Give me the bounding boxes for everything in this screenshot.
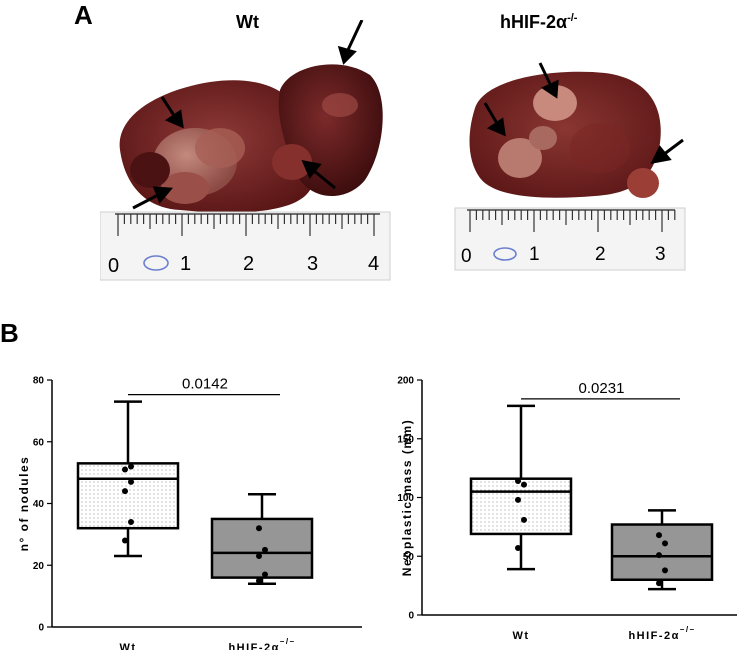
- ruler-wt-digit-1: 1: [180, 253, 191, 275]
- box-iqr: [469, 477, 573, 536]
- liver-ko: [469, 71, 661, 198]
- box-0: [469, 404, 573, 571]
- data-point: [521, 481, 527, 488]
- x-tick-label: Wt: [512, 630, 529, 642]
- box-1: [610, 509, 714, 591]
- data-point: [515, 545, 521, 552]
- data-point: [122, 466, 128, 473]
- y-tick-label: 0: [408, 611, 414, 622]
- data-point: [262, 571, 268, 578]
- y-tick-label: 60: [33, 437, 45, 448]
- y-axis-label: n° of nodules: [17, 456, 31, 552]
- data-point: [262, 546, 268, 553]
- ruler-ko-digit-0: 0: [461, 246, 472, 267]
- chart-neoplastic-mass: 0 50 100 150 200 Neoplastic mass (mm) Wt hHIF-2…: [397, 376, 737, 642]
- x-tick-label-sup: –/–: [680, 625, 696, 634]
- data-point: [521, 516, 527, 523]
- y-tick-label: 50: [403, 552, 415, 563]
- data-point: [128, 463, 134, 470]
- liver-photo-wt: 0 1 2 3 4: [100, 20, 391, 281]
- photo-label-ko-text: hHIF-2α: [500, 12, 568, 32]
- liver-photo-ko: 0 1 2 3: [454, 62, 686, 271]
- x-tick-label: hHIF-2α–/–: [628, 625, 695, 642]
- photo-label-ko-sup: -/-: [567, 12, 578, 24]
- data-point: [662, 540, 668, 547]
- y-axis-label: Neoplastic mass (mm): [400, 419, 414, 576]
- ruler-wt-digit-0: 0: [108, 255, 119, 277]
- y-tick-label: 100: [397, 493, 414, 504]
- y-tick-label: 0: [38, 623, 44, 634]
- data-point: [122, 537, 128, 544]
- box-0: [76, 400, 180, 558]
- box-iqr: [76, 462, 180, 530]
- ruler-ko-digit-2: 2: [595, 244, 606, 265]
- data-point: [656, 552, 662, 559]
- chart-nodules: 0 20 40 60 80 n° of nodules Wt hHIF-2α–/– 0.0142: [17, 376, 362, 650]
- data-point: [656, 580, 662, 587]
- y-tick-label: 20: [33, 561, 45, 572]
- data-point: [256, 577, 262, 584]
- arrows-ko: [483, 62, 684, 165]
- panel-a-letter: A: [74, 0, 93, 30]
- data-point: [128, 519, 134, 526]
- ruler-wt-digit-4: 4: [368, 253, 379, 275]
- y-tick-label: 150: [397, 434, 414, 445]
- p-value-label: 0.0142: [182, 376, 228, 393]
- x-tick-label: Wt: [119, 642, 136, 650]
- ruler-wt-digit-2: 2: [243, 253, 254, 275]
- ruler-wt-digit-3: 3: [307, 253, 318, 275]
- box-iqr: [610, 523, 714, 581]
- data-point: [515, 496, 521, 503]
- photo-label-wt: Wt: [236, 12, 259, 32]
- p-value-label: 0.0231: [579, 380, 625, 397]
- box-iqr: [210, 517, 314, 579]
- box-1: [210, 492, 314, 586]
- panel-b-letter: B: [0, 318, 19, 348]
- data-point: [256, 552, 262, 559]
- data-point: [656, 532, 662, 539]
- y-tick-label: 200: [397, 376, 414, 387]
- data-point: [122, 488, 128, 495]
- data-point: [515, 478, 521, 485]
- data-point: [256, 525, 262, 532]
- ruler-ko-digit-1: 1: [529, 244, 540, 265]
- photo-label-ko: hHIF-2α-/-: [500, 12, 577, 33]
- x-tick-label-sup: –/–: [280, 637, 296, 646]
- data-point: [662, 567, 668, 574]
- y-tick-label: 80: [33, 376, 45, 387]
- ruler-ko: 0 1 2 3: [454, 207, 686, 271]
- arrows-wt: [132, 20, 364, 210]
- x-tick-label: hHIF-2α–/–: [228, 637, 295, 650]
- data-point: [128, 478, 134, 485]
- ruler-wt: 0 1 2 3 4: [100, 211, 391, 281]
- ruler-ko-digit-3: 3: [655, 244, 666, 265]
- y-tick-label: 40: [33, 499, 45, 510]
